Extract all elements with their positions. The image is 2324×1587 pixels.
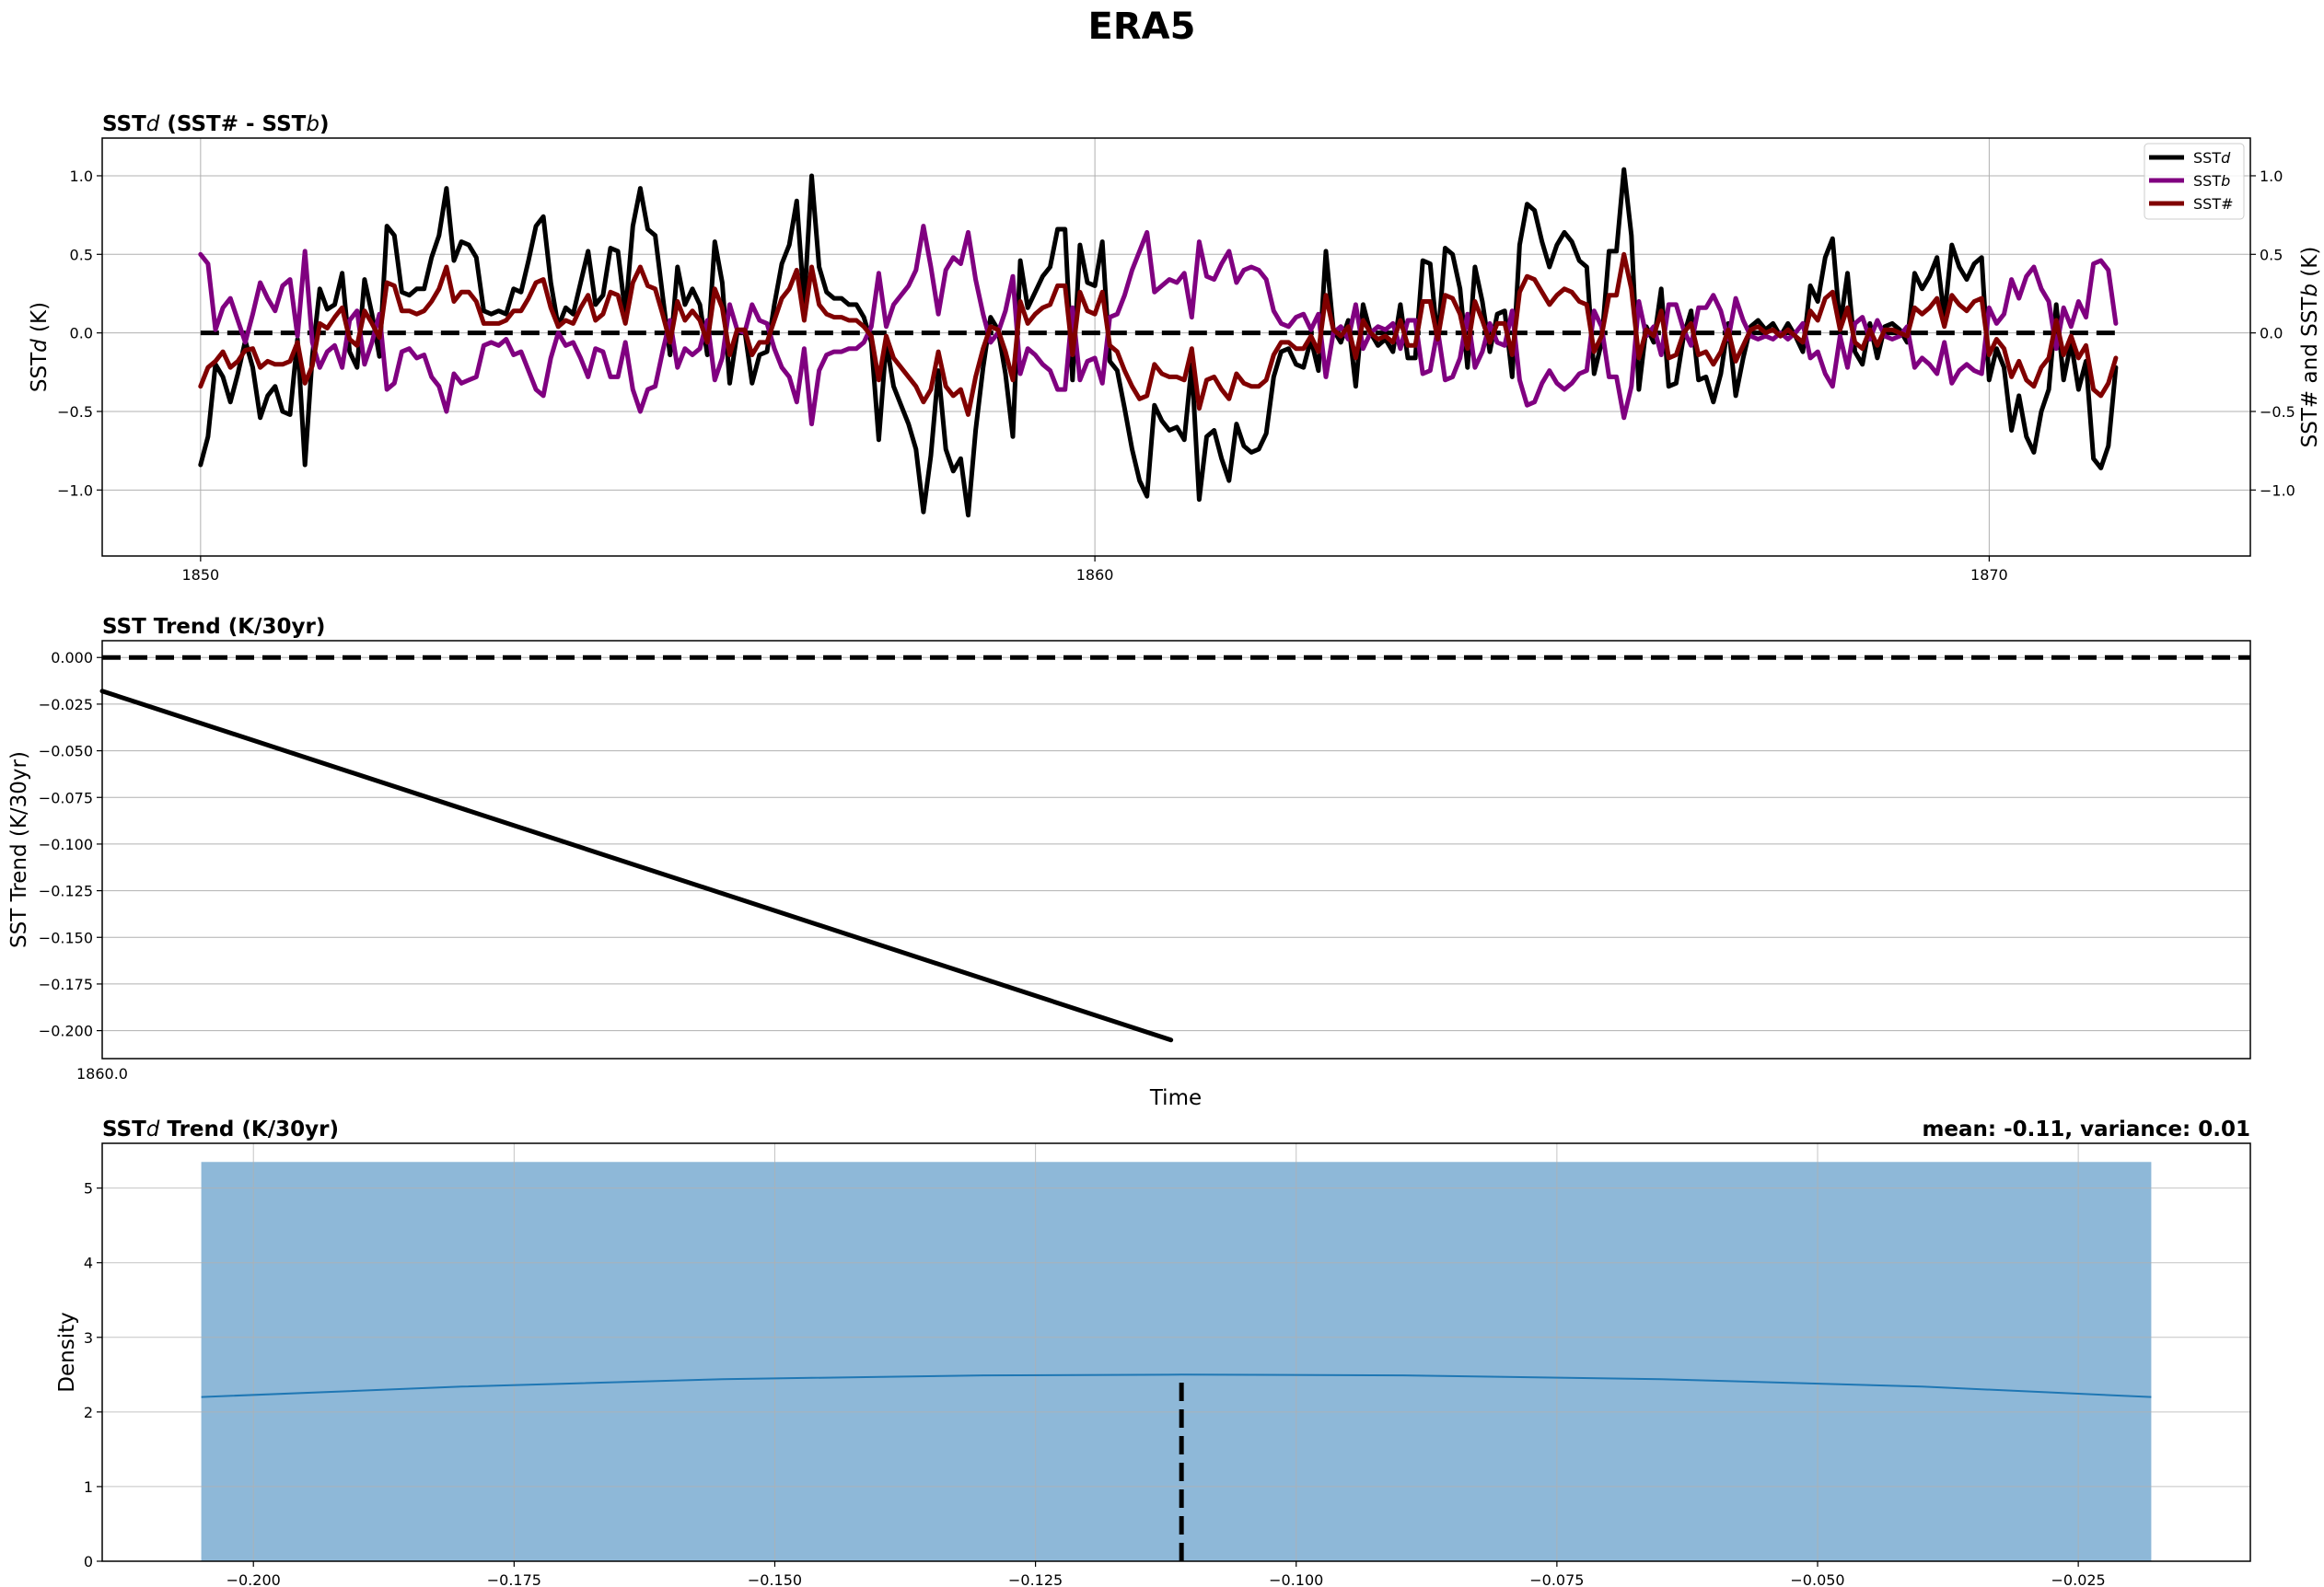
ax2-ytick-label-0: 0.000	[51, 649, 93, 666]
ax1-x-ticks: 1850 1860 1870	[181, 556, 2008, 584]
ax1-ytick-right-label-2: 0.0	[2260, 325, 2283, 342]
series-line-ssth	[198, 251, 2119, 417]
ax3-xtick-label-3: −0.125	[1008, 1571, 1063, 1587]
kde-curve	[201, 1373, 2152, 1398]
ax3-xtick-label-1: −0.175	[487, 1571, 541, 1587]
ax1-ytick-label-3: 0.5	[70, 246, 93, 263]
ax1-title: SSTd (SST# - SSTb)	[102, 112, 329, 136]
ax2-y-ticks: 0.000 −0.025 −0.050 −0.075 −0.100 −0.125 −0.15…	[39, 649, 102, 1040]
ax2-ytick-label-1: −0.025	[39, 696, 93, 713]
ax2-ytick-label-2: −0.050	[39, 743, 93, 760]
ax1-xtick-label-1: 1860	[1076, 566, 1114, 584]
ax1-ytick-right-label-0: −1.0	[2260, 481, 2295, 499]
legend-label-ssth: SST#	[2193, 195, 2234, 213]
sstd-timeseries-panel: 1850 1860 1870 −1.0 −0.5 0.0 0.5 1.0 −1.0 −0.5 0…	[28, 112, 2322, 584]
ax2-xtick-label: 1860.0	[76, 1065, 128, 1083]
ax3-xtick-label-7: −0.025	[2051, 1571, 2106, 1587]
ax2-ytick-label-7: −0.175	[39, 976, 93, 993]
ax1-ytick-right-label-1: −0.5	[2260, 403, 2295, 421]
ax1-y-ticks-right: −1.0 −0.5 0.0 0.5 1.0	[2250, 168, 2295, 499]
ax3-ytick-label-4: 4	[84, 1255, 93, 1272]
ax3-ytick-label-5: 5	[84, 1180, 93, 1198]
ax3-xtick-label-0: −0.200	[227, 1571, 281, 1587]
ax2-ytick-label-5: −0.125	[39, 883, 93, 900]
ax1-ylabel-right: SST# and SSTb (K)	[2298, 247, 2322, 448]
ax3-ylabel: Density	[55, 1312, 79, 1392]
histogram-bar	[201, 1162, 2152, 1561]
ax3-ytick-label-0: 0	[84, 1553, 93, 1570]
ax3-y-ticks: 0 1 2 3 4 5	[84, 1180, 102, 1570]
ax2-ytick-label-6: −0.150	[39, 929, 93, 946]
ax3-x-ticks: −0.200 −0.175 −0.150 −0.125 −0.100 −0.075 −0.0…	[227, 1561, 2106, 1587]
ax3-ytick-label-3: 3	[84, 1329, 93, 1347]
ax3-xtick-label-5: −0.075	[1529, 1571, 1584, 1587]
ax1-ytick-label-0: −1.0	[57, 481, 93, 499]
ax1-ytick-label-2: 0.0	[70, 325, 93, 342]
ax2-frame	[101, 640, 2251, 1060]
ax1-grid	[102, 138, 2250, 556]
series-line-sstb	[198, 224, 2119, 427]
ax3-stats-annotation: mean: -0.11, variance: 0.01	[1922, 1118, 2250, 1141]
ax1-y-ticks-left: −1.0 −0.5 0.0 0.5 1.0	[57, 168, 102, 499]
ax1-ylabel-left: SSTd (K)	[28, 302, 52, 392]
ax3-title: SSTd Trend (K/30yr)	[102, 1118, 339, 1141]
ax3-xtick-label-2: −0.150	[748, 1571, 802, 1587]
figure-title: ERA5	[1088, 6, 1196, 48]
ax3-xtick-label-6: −0.050	[1790, 1571, 1844, 1587]
ax3-xtick-label-4: −0.100	[1269, 1571, 1323, 1587]
ax1-frame	[101, 137, 2251, 557]
ax3-ytick-label-1: 1	[84, 1478, 93, 1496]
ax2-ylabel: SST Trend (K/30yr)	[7, 751, 31, 948]
sst-trend-panel: 0.000 −0.025 −0.050 −0.075 −0.100 −0.125 −0.15…	[7, 615, 2251, 1110]
ax3-histogram	[201, 1162, 2152, 1561]
ax1-series	[198, 167, 2119, 518]
legend-label-sstd: SSTd	[2193, 149, 2231, 167]
legend-box	[2144, 143, 2245, 220]
ax2-ytick-label-4: −0.100	[39, 836, 93, 853]
ax1-ytick-label-4: 1.0	[70, 168, 93, 185]
ax2-grid	[102, 656, 2250, 1032]
ax1-ytick-right-label-4: 1.0	[2260, 168, 2283, 185]
ax1-xtick-label-0: 1850	[181, 566, 219, 584]
ax2-ytick-label-8: −0.200	[39, 1023, 93, 1040]
ax2-title: SST Trend (K/30yr)	[102, 615, 325, 639]
ax3-ytick-label-2: 2	[84, 1404, 93, 1421]
ax1-xtick-label-2: 1870	[1970, 566, 2008, 584]
ax3-frame	[101, 1142, 2251, 1562]
ax2-ytick-label-3: −0.075	[39, 789, 93, 806]
ax2-series	[99, 689, 1174, 1043]
sstd-trend-histogram-panel: −0.200 −0.175 −0.150 −0.125 −0.100 −0.075 −0.0…	[55, 1118, 2251, 1587]
ax1-ytick-label-1: −0.5	[57, 403, 93, 421]
ax1-legend: SSTd SSTb SST#	[2144, 143, 2245, 220]
ax1-ytick-right-label-3: 0.5	[2260, 246, 2283, 263]
ax3-kde	[201, 1373, 2152, 1398]
series-line-sst-trend	[99, 689, 1174, 1043]
ax2-xlabel: Time	[1149, 1086, 1202, 1110]
legend-label-sstb: SSTb	[2193, 172, 2230, 190]
